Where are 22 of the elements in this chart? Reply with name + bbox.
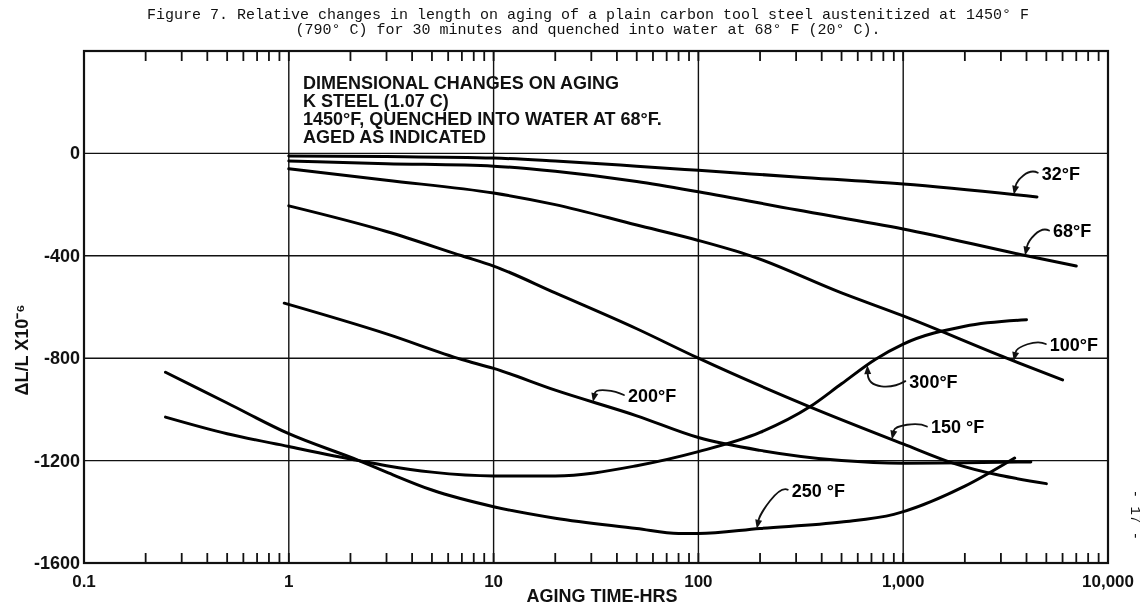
y-tick-label: -1600 [33, 553, 80, 573]
y-tick-label: 0 [69, 143, 80, 164]
x-tick-label: 1,000 [881, 572, 925, 591]
x-axis-title: AGING TIME-HRS [526, 586, 678, 606]
series-label: 200°F [627, 386, 677, 407]
series-label: 300°F [909, 372, 958, 393]
y-tick-label: -400 [43, 245, 80, 266]
series-label: 100°F [1049, 334, 1099, 355]
y-axis-title: ΔL/L X10⁻⁶ [12, 304, 32, 396]
y-tick-label: -1200 [33, 450, 80, 471]
chart-title: Figure 7. Relative changes in length on aging of a plain carbon tool steel austenitized at 1450° F (790° C) for 30 minutes and quenched into water at 68° F (20° C). [146, 7, 1030, 39]
series-label: 250 °F [791, 480, 845, 501]
series-label: 150 °F [930, 417, 985, 438]
x-tick-label: 10,000 [1082, 572, 1134, 591]
x-tick-label: 100 [684, 572, 713, 591]
x-tick-label: 0.1 [72, 572, 96, 591]
series-label: 68°F [1053, 221, 1092, 242]
y-tick-label: -800 [43, 348, 80, 369]
series-label: 32°F [1041, 163, 1081, 184]
text: - 17 - [1127, 489, 1140, 541]
x-tick-label: 1 [284, 572, 294, 591]
x-tick-label: 10 [484, 572, 504, 591]
